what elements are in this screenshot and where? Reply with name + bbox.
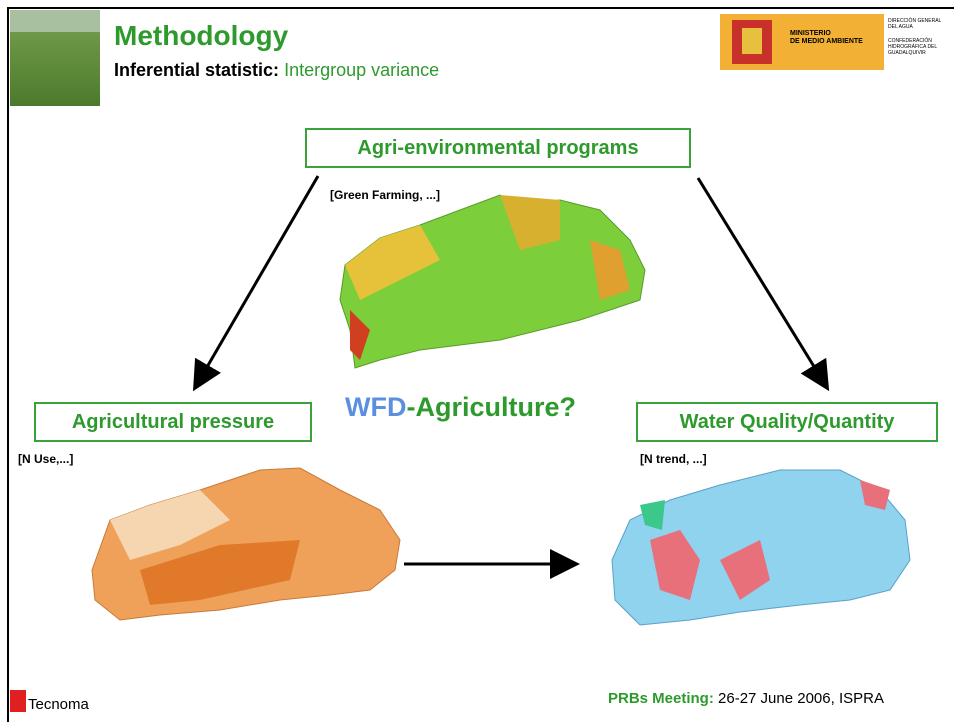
- coat-of-arms-shield: [742, 28, 762, 54]
- photo-field: [10, 32, 100, 106]
- map-region: [720, 540, 770, 600]
- map-region: [860, 480, 890, 510]
- logo-text: DE MEDIO AMBIENTE: [790, 38, 863, 45]
- arrow: [696, 177, 830, 392]
- map-region: [140, 540, 300, 605]
- subtitle-label: Inferential statistic:: [114, 60, 280, 80]
- map-region: [590, 240, 630, 300]
- map-region: [350, 310, 370, 360]
- logo-text: HIDROGRÁFICA DEL: [888, 44, 938, 50]
- subtitle: Inferential statistic: Intergroup varian…: [114, 60, 439, 81]
- map-region: [650, 530, 700, 600]
- map-region: [640, 500, 665, 530]
- company-name: Tecnoma: [28, 696, 89, 713]
- direction-text: DIRECCIÓN GENERAL DEL AGUA CONFEDERACIÓN…: [888, 18, 941, 56]
- node-note: [Green Farming, ...]: [330, 188, 441, 202]
- logo-text: GUADALQUIVIR: [888, 50, 926, 56]
- center-prefix: WFD: [345, 392, 407, 422]
- node-note: [N Use,...]: [18, 452, 74, 466]
- node-box: Agri-environmental programs: [305, 128, 691, 168]
- footer-event: PRBs Meeting: 26-27 June 2006, ISPRA: [608, 690, 884, 707]
- logo-panel: [884, 14, 954, 70]
- center-question: WFD-Agriculture?: [345, 392, 576, 423]
- node-note: [N trend, ...]: [640, 452, 707, 466]
- logo-text: CONFEDERACIÓN: [888, 38, 932, 44]
- company-logo-mark: [10, 690, 26, 712]
- logo-text: DIRECCIÓN GENERAL: [888, 18, 942, 24]
- subtitle-value: Intergroup variance: [284, 60, 440, 80]
- logo-text: DEL AGUA: [888, 24, 913, 30]
- node-box: Agricultural pressure: [34, 402, 312, 442]
- photo-sky: [10, 10, 100, 32]
- title: Methodology: [114, 20, 289, 51]
- slide-frame: [7, 7, 954, 722]
- logo-text: MINISTERIO: [790, 30, 831, 37]
- event-label: PRBs Meeting:: [608, 690, 714, 707]
- node-box: Water Quality/Quantity: [636, 402, 938, 442]
- arrow: [192, 175, 320, 392]
- map-region: [110, 490, 230, 560]
- map-region: [345, 225, 440, 300]
- center-text: -Agriculture?: [406, 392, 576, 422]
- ministry-text: MINISTERIO DE MEDIO AMBIENTE: [790, 30, 863, 46]
- event-value: 26-27 June 2006, ISPRA: [718, 690, 884, 707]
- map-region: [500, 195, 560, 250]
